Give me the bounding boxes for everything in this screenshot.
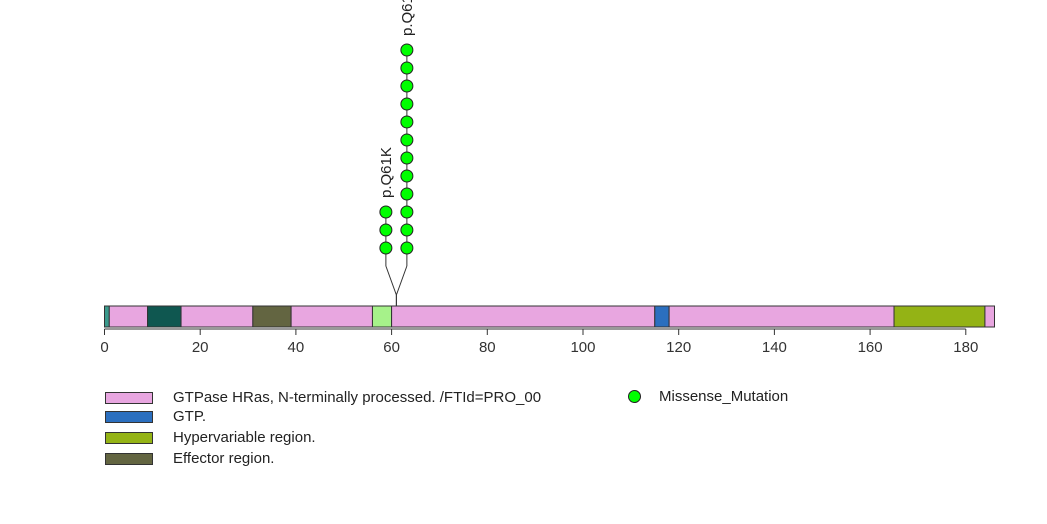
- x-axis-tick-label: 140: [762, 339, 787, 356]
- mutation-dot: [379, 205, 393, 219]
- x-axis-tick-label: 120: [666, 339, 691, 356]
- x-axis-tick-label: 0: [100, 339, 108, 356]
- mutation-dot: [400, 169, 414, 183]
- protein-domain: [371, 305, 393, 328]
- mutation-dot: [400, 187, 414, 201]
- legend-swatch: [105, 411, 153, 423]
- protein-domain: [104, 305, 110, 328]
- mutation-dot: [400, 97, 414, 111]
- mutation-connector: [385, 265, 397, 296]
- protein-domain: [893, 305, 986, 328]
- x-axis-tick-label: 180: [953, 339, 978, 356]
- legend-swatch: [105, 392, 153, 404]
- protein-domain: [654, 305, 670, 328]
- mutation-dot: [379, 241, 393, 255]
- protein-domain: [252, 305, 292, 328]
- protein-domain: [984, 305, 996, 328]
- protein-domain: [391, 305, 656, 328]
- protein-domain: [290, 305, 373, 328]
- mutation-label: p.Q61K: [378, 147, 395, 198]
- x-axis-tick-label: 160: [858, 339, 883, 356]
- legend-swatch: [105, 432, 153, 444]
- legend-label: GTPase HRas, N-terminally processed. /FT…: [173, 389, 542, 406]
- mutation-connector: [395, 265, 408, 296]
- mutation-dot: [400, 151, 414, 165]
- x-axis-tick-label: 40: [288, 339, 305, 356]
- mutation-dot: [400, 43, 414, 57]
- protein-domain: [147, 305, 182, 328]
- mutation-dot: [379, 223, 393, 237]
- mutation-dot: [400, 61, 414, 75]
- x-axis-tick-label: 100: [570, 339, 595, 356]
- protein-domain: [108, 305, 149, 328]
- x-axis-tick-label: 60: [383, 339, 400, 356]
- x-axis-tick-label: 20: [192, 339, 209, 356]
- protein-domain: [180, 305, 254, 328]
- mutation-dot: [400, 223, 414, 237]
- legend-label: Missense_Mutation: [659, 388, 789, 405]
- legend-swatch: [105, 453, 153, 465]
- legend-mutation-dot: [628, 390, 641, 403]
- mutation-dot: [400, 133, 414, 147]
- protein-domain: [668, 305, 895, 328]
- mutation-dot: [400, 205, 414, 219]
- mutation-dot: [400, 115, 414, 129]
- legend-label: GTP.: [173, 408, 207, 425]
- mutation-dot: [400, 241, 414, 255]
- legend-label: Effector region.: [173, 450, 275, 467]
- mutation-label: p.Q61R: [399, 0, 416, 36]
- legend-label: Hypervariable region.: [173, 429, 316, 446]
- x-axis-tick-label: 80: [479, 339, 496, 356]
- mutation-dot: [400, 79, 414, 93]
